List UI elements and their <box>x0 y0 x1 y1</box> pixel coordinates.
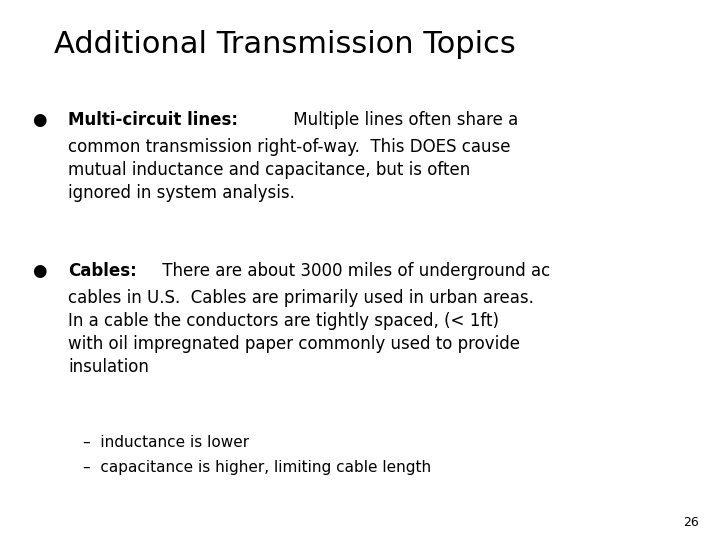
Text: There are about 3000 miles of underground ac: There are about 3000 miles of undergroun… <box>157 262 550 280</box>
Text: Multiple lines often share a: Multiple lines often share a <box>288 111 518 129</box>
Text: cables in U.S.  Cables are primarily used in urban areas.
In a cable the conduct: cables in U.S. Cables are primarily used… <box>68 289 534 376</box>
Text: –  inductance is lower: – inductance is lower <box>83 435 249 450</box>
Text: common transmission right-of-way.  This DOES cause
mutual inductance and capacit: common transmission right-of-way. This D… <box>68 138 511 201</box>
Text: ●: ● <box>32 262 47 280</box>
Text: –  capacitance is higher, limiting cable length: – capacitance is higher, limiting cable … <box>83 460 431 475</box>
Text: Multi-circuit lines:: Multi-circuit lines: <box>68 111 238 129</box>
Text: Additional Transmission Topics: Additional Transmission Topics <box>54 30 516 59</box>
Text: ●: ● <box>32 111 47 129</box>
Text: Cables:: Cables: <box>68 262 137 280</box>
Text: 26: 26 <box>683 516 698 529</box>
